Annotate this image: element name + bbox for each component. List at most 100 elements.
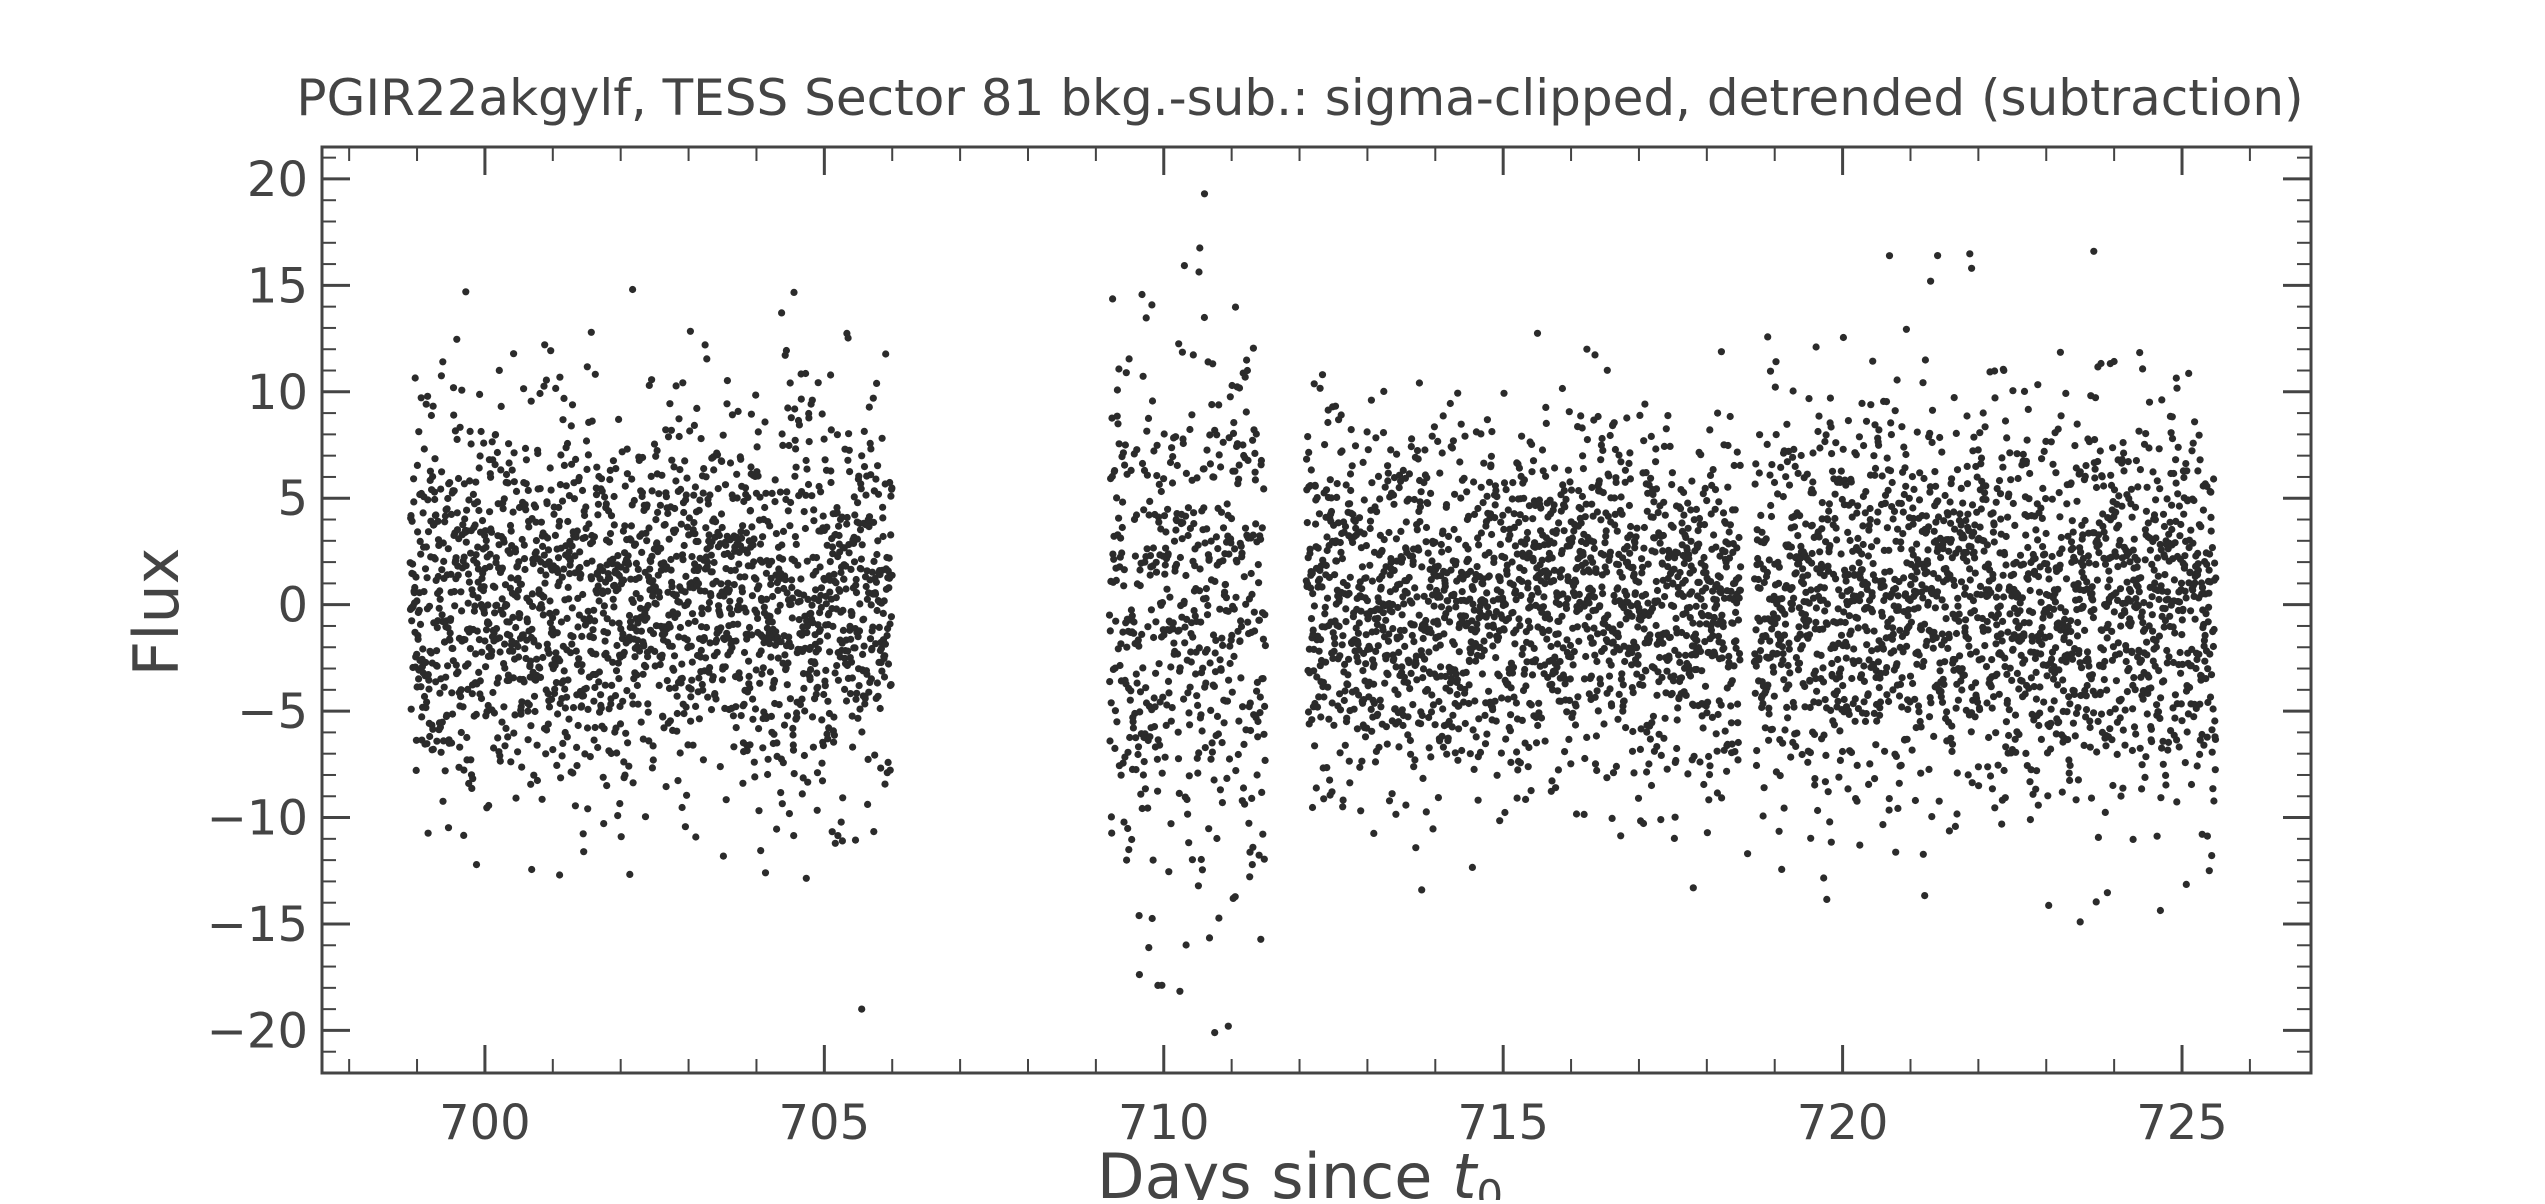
data-point xyxy=(1313,494,1321,502)
data-point xyxy=(1618,573,1626,581)
data-point xyxy=(1349,510,1357,519)
data-point xyxy=(734,407,742,415)
data-point xyxy=(1443,750,1451,758)
data-point xyxy=(879,532,887,541)
data-point xyxy=(563,733,571,741)
data-point xyxy=(721,481,730,489)
data-point xyxy=(600,820,608,828)
data-point xyxy=(671,684,679,692)
data-point xyxy=(1790,594,1798,602)
data-point xyxy=(1358,563,1366,571)
data-point xyxy=(1685,554,1693,563)
data-point xyxy=(1787,753,1795,761)
data-point xyxy=(1561,503,1569,511)
data-point xyxy=(1626,549,1634,557)
data-point xyxy=(1190,520,1198,528)
data-point xyxy=(1812,343,1820,351)
data-point xyxy=(1427,629,1435,637)
data-point xyxy=(431,455,439,463)
data-point xyxy=(1570,648,1578,656)
data-point xyxy=(1619,707,1627,715)
data-point xyxy=(803,622,812,630)
data-point xyxy=(1211,577,1219,586)
data-point xyxy=(506,631,514,640)
data-point xyxy=(767,653,775,661)
data-point xyxy=(414,635,422,643)
data-point xyxy=(1444,597,1452,605)
data-point xyxy=(638,489,647,497)
data-point xyxy=(1161,570,1169,578)
data-point xyxy=(1719,509,1728,517)
data-point xyxy=(1837,467,1845,475)
data-point xyxy=(1180,262,1188,270)
data-point xyxy=(1645,760,1653,768)
data-point xyxy=(716,763,724,771)
data-point xyxy=(860,642,868,650)
data-point xyxy=(1839,445,1847,453)
data-point xyxy=(1782,473,1790,481)
data-point xyxy=(1511,542,1519,550)
data-point xyxy=(419,509,427,517)
data-point xyxy=(1362,542,1370,550)
data-point xyxy=(1446,687,1454,695)
data-point xyxy=(432,511,440,519)
data-point xyxy=(1383,740,1391,748)
data-point xyxy=(1394,603,1402,612)
data-point xyxy=(789,741,797,749)
data-point xyxy=(1761,724,1769,732)
data-point xyxy=(808,396,816,404)
data-point xyxy=(774,586,782,595)
data-point xyxy=(1768,461,1776,469)
data-point xyxy=(1765,556,1773,564)
data-point xyxy=(545,649,553,657)
data-point xyxy=(434,572,442,581)
data-point xyxy=(413,597,421,605)
data-point xyxy=(1469,600,1477,608)
data-point xyxy=(1461,612,1470,620)
data-point xyxy=(1431,538,1439,546)
data-point xyxy=(552,649,560,657)
data-point xyxy=(1816,444,1824,452)
data-point xyxy=(1325,715,1333,723)
data-point xyxy=(1656,539,1664,547)
data-point xyxy=(1727,702,1735,710)
data-point xyxy=(1143,471,1151,479)
data-point xyxy=(493,601,501,609)
data-point xyxy=(1485,549,1493,557)
data-point xyxy=(712,518,720,526)
data-point xyxy=(1332,557,1341,565)
chart-title: PGIR22akgylf, TESS Sector 81 bkg.-sub.: … xyxy=(296,69,2303,127)
data-point xyxy=(1805,599,1813,607)
data-point xyxy=(1774,490,1782,498)
data-point xyxy=(1117,534,1125,542)
data-point xyxy=(1595,477,1603,485)
data-point xyxy=(1180,597,1188,606)
data-point xyxy=(1509,581,1517,589)
data-point xyxy=(798,790,806,798)
data-point xyxy=(560,667,568,675)
data-point xyxy=(636,604,645,612)
data-point xyxy=(1678,519,1686,527)
data-point xyxy=(1142,684,1150,692)
data-point xyxy=(1237,542,1245,550)
data-point xyxy=(662,426,670,434)
data-point xyxy=(1790,523,1799,531)
data-point xyxy=(690,519,698,527)
data-point xyxy=(1713,747,1721,755)
data-point xyxy=(1725,554,1734,562)
data-point xyxy=(1588,587,1596,595)
data-point xyxy=(874,490,883,498)
data-point xyxy=(1803,470,1811,478)
data-point xyxy=(624,739,632,747)
data-point xyxy=(1585,690,1593,698)
data-point xyxy=(1796,630,1804,638)
data-point xyxy=(1223,500,1231,508)
data-point xyxy=(804,480,813,489)
data-point xyxy=(1583,345,1591,353)
data-point xyxy=(1559,590,1567,598)
data-point xyxy=(1181,623,1189,631)
data-point xyxy=(643,537,651,545)
data-point xyxy=(800,508,808,516)
data-point xyxy=(1860,662,1868,670)
data-point xyxy=(550,510,558,518)
